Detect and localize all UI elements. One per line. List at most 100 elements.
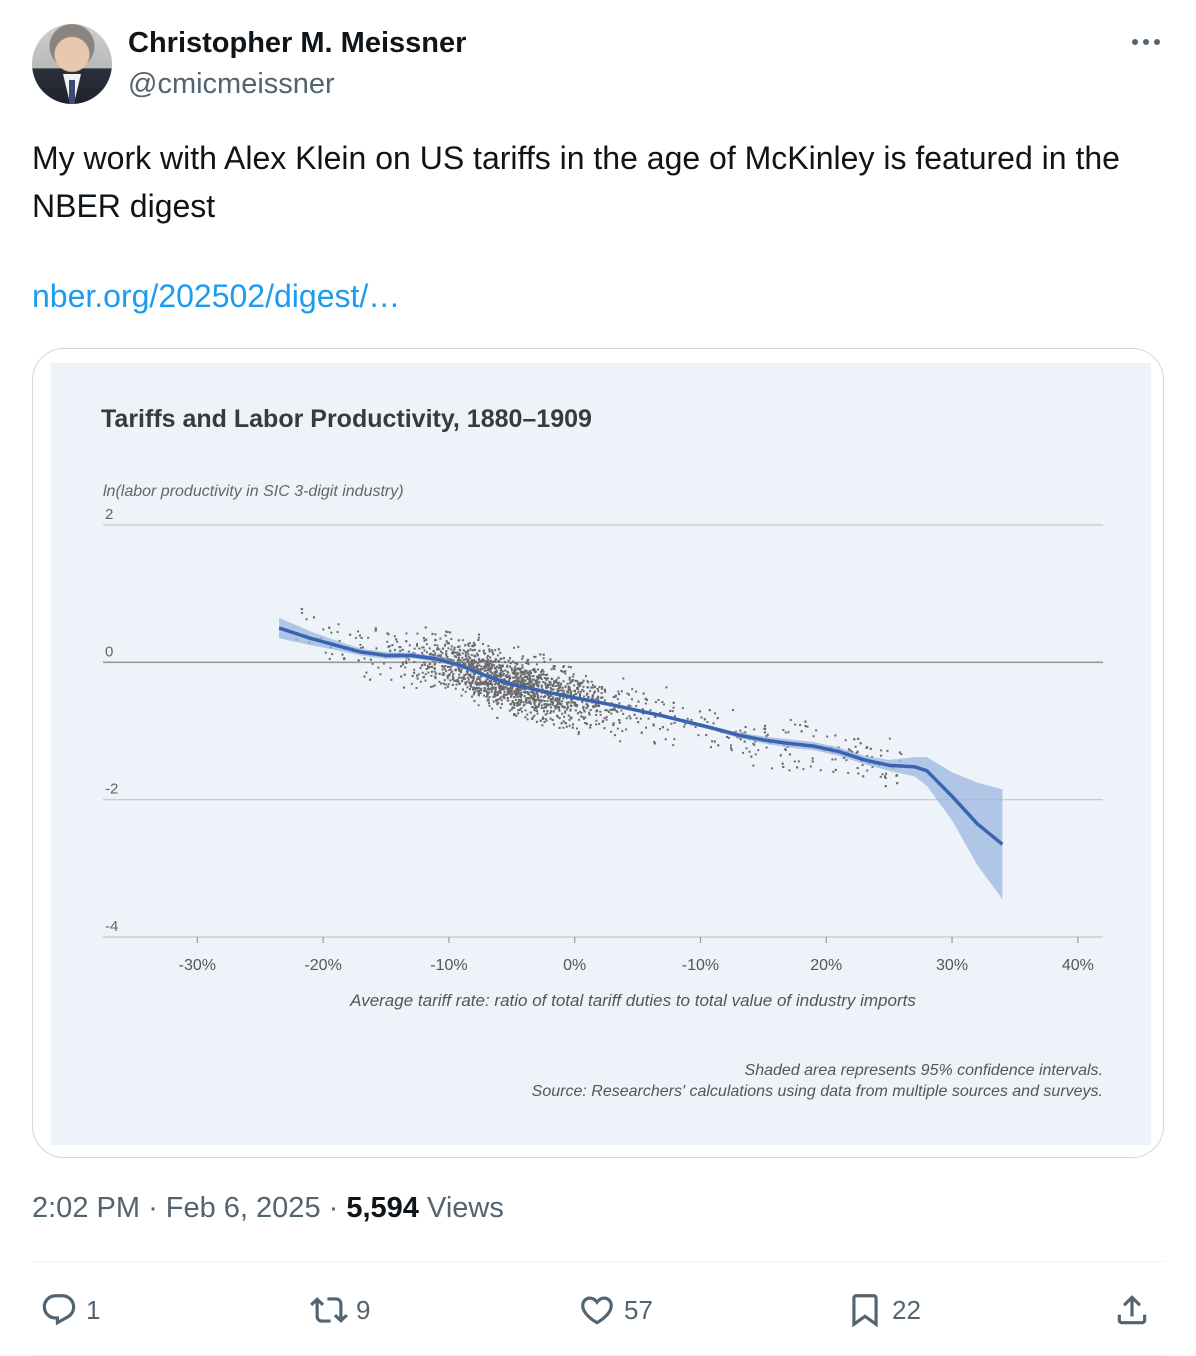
data-point [630,698,633,701]
media-card[interactable]: Tariffs and Labor Productivity, 1880–190… [32,348,1164,1158]
data-point [855,751,858,754]
data-point [473,661,476,664]
data-point [439,650,442,653]
data-point [564,685,567,688]
data-point [444,665,447,668]
data-point [748,750,751,753]
data-point [883,775,886,778]
data-point [537,698,540,701]
data-point [545,687,548,690]
data-point [513,690,516,693]
tweet-time[interactable]: 2:02 PM [32,1192,140,1224]
data-point [625,717,628,720]
data-point [553,667,556,670]
data-point [492,695,495,698]
data-point [845,759,848,762]
data-point [464,654,467,657]
data-point [523,703,526,706]
data-point [486,684,489,687]
data-point [612,696,615,699]
author-handle[interactable]: @cmicmeissner [128,68,335,100]
data-point [458,652,461,655]
data-point [425,638,428,641]
data-point [518,681,521,684]
data-point [742,751,745,754]
data-point [834,758,837,761]
data-point [478,661,481,664]
data-point [507,680,510,683]
data-point [508,676,511,679]
data-point [588,713,591,716]
data-point [410,682,413,685]
data-point [451,683,454,686]
data-point [416,643,419,646]
data-point [561,712,564,715]
data-point [589,690,592,693]
data-point [486,661,489,664]
data-point [456,680,459,683]
like-button[interactable]: 57 [578,1290,653,1330]
data-point [465,680,468,683]
data-point [404,660,407,663]
data-point [505,673,508,676]
repost-button[interactable]: 9 [310,1290,370,1330]
reply-button[interactable]: 1 [40,1290,100,1330]
data-point [584,675,587,678]
data-point [488,663,491,666]
author-name[interactable]: Christopher M. Meissner [128,27,467,59]
data-point [544,705,547,708]
data-point [499,688,502,691]
data-point [466,651,469,654]
data-point [579,690,582,693]
data-point [709,746,712,749]
data-point [493,694,496,697]
data-point [854,745,857,748]
data-point [614,694,617,697]
data-point [477,678,480,681]
data-point [467,664,470,667]
x-tick-label: 0% [563,957,586,974]
data-point [421,651,424,654]
data-point [616,711,619,714]
like-count: 57 [624,1294,653,1325]
data-point [502,657,505,660]
data-point [421,671,424,674]
data-point [558,681,561,684]
share-button[interactable] [1113,1290,1151,1330]
data-point [533,714,536,717]
bookmark-button[interactable]: 22 [846,1290,921,1330]
data-point [535,705,538,708]
data-point [480,665,483,668]
data-point [520,681,523,684]
data-point [524,675,527,678]
data-point [618,702,621,705]
data-point [415,686,418,689]
data-point [794,723,797,726]
data-point [706,721,709,724]
data-point [495,681,498,684]
x-tick-label: -30% [179,957,216,974]
data-point [424,673,427,676]
data-point [523,672,526,675]
data-point [445,670,448,673]
data-point [357,630,360,633]
data-point [562,726,565,729]
data-point [879,775,882,778]
chart-title: Tariffs and Labor Productivity, 1880–190… [101,405,592,433]
data-point [568,676,571,679]
tweet-date[interactable]: Feb 6, 2025 [165,1192,321,1224]
data-point [516,663,519,666]
data-point [629,704,632,707]
data-point [337,623,340,626]
data-point [460,676,463,679]
fit-line [278,626,1004,846]
data-point [787,731,790,734]
data-point [552,710,555,713]
avatar[interactable] [32,24,112,104]
data-point [472,659,475,662]
data-point [403,686,406,689]
data-point [543,677,546,680]
more-options-icon[interactable] [1126,22,1166,62]
tweet-link[interactable]: nber.org/202502/digest/… [32,278,401,314]
data-point [698,710,701,713]
